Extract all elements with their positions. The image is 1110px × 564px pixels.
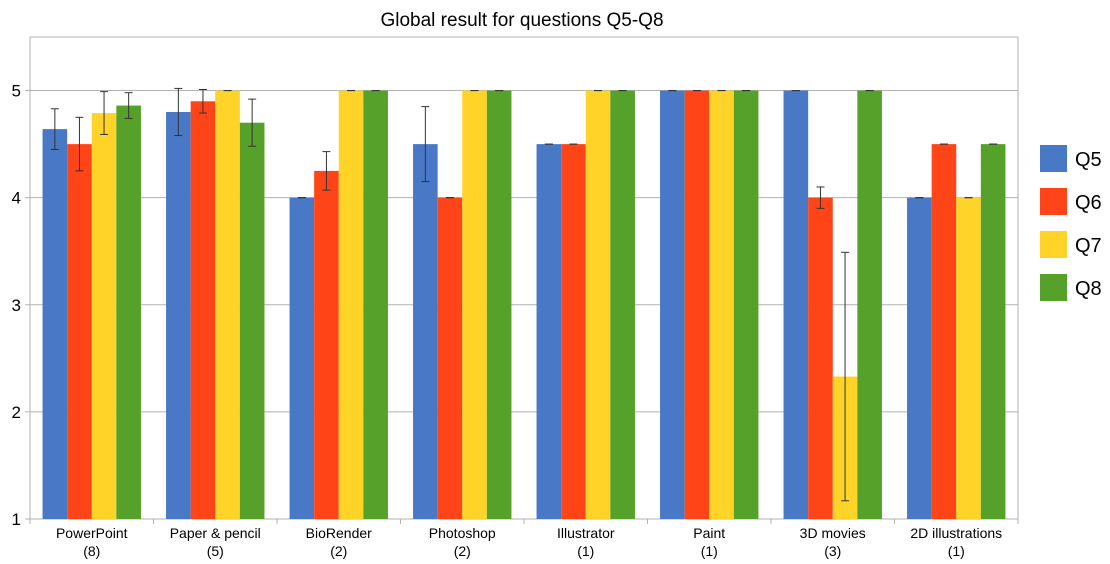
bar-q7-0 — [91, 113, 117, 519]
bar-q8-6 — [857, 90, 882, 520]
legend-item-q6: Q6 — [1040, 188, 1102, 215]
x-category-label: Paper & pencil — [170, 525, 261, 541]
error-bar — [248, 98, 257, 147]
bar-q8-0 — [116, 105, 141, 519]
x-category-count: (1) — [577, 543, 594, 559]
bars — [42, 90, 1006, 520]
bar-q8-1 — [239, 122, 265, 519]
legend-label: Q6 — [1075, 192, 1102, 214]
bar-q5-2 — [289, 197, 315, 519]
bar-q5-0 — [42, 129, 68, 520]
x-category-label: Paint — [693, 525, 725, 541]
x-category-count: (2) — [454, 543, 471, 559]
error-bar — [50, 108, 59, 150]
bar-q8-5 — [733, 90, 759, 520]
error-bars — [50, 87, 998, 502]
x-category-count: (5) — [207, 543, 224, 559]
bar-q7-3 — [462, 90, 487, 520]
bar-q7-5 — [709, 90, 734, 520]
x-category-count: (2) — [330, 543, 347, 559]
error-bar — [421, 106, 430, 183]
y-tick-label: 5 — [12, 82, 21, 101]
bar-q5-1 — [166, 111, 191, 519]
bar-q6-6 — [808, 197, 833, 519]
y-tick-label: 2 — [12, 403, 21, 422]
legend-item-q5: Q5 — [1040, 145, 1102, 172]
bar-q6-3 — [437, 197, 463, 519]
error-bar — [174, 87, 183, 137]
chart-title: Global result for questions Q5-Q8 — [380, 10, 663, 31]
y-tick-label: 3 — [12, 296, 21, 315]
error-bar — [198, 88, 207, 114]
legend-label: Q8 — [1075, 278, 1102, 300]
y-tick-label: 1 — [12, 510, 21, 529]
bar-q6-4 — [561, 144, 586, 519]
bar-q5-3 — [413, 144, 438, 519]
error-bar — [75, 116, 84, 172]
x-category-label: Illustrator — [557, 525, 615, 541]
x-category-count: (8) — [83, 543, 100, 559]
x-category-label: 3D movies — [800, 525, 866, 541]
y-tick-label: 4 — [12, 189, 21, 208]
bar-q8-7 — [980, 144, 1006, 519]
bar-q7-4 — [585, 90, 611, 520]
axes: 1 2 3 4 5 PowerPoint (8) Paper & pencil (5) BioRe… — [12, 82, 1019, 559]
legend-label: Q7 — [1075, 235, 1102, 257]
legend-swatch — [1040, 274, 1067, 301]
bar-q8-2 — [363, 90, 388, 520]
x-category-label: 2D illustrations — [910, 525, 1002, 541]
legend: Q5 Q6 Q7 Q8 — [1040, 145, 1102, 301]
bar-q6-2 — [314, 170, 339, 519]
bar-q7-1 — [215, 90, 240, 520]
error-bar — [322, 151, 331, 191]
bar-q5-4 — [536, 144, 562, 519]
error-bar — [841, 251, 850, 502]
bar-q6-1 — [190, 101, 216, 520]
bar-q5-7 — [907, 197, 932, 519]
legend-swatch — [1040, 188, 1067, 215]
bar-q6-5 — [684, 90, 710, 520]
bar-q8-4 — [610, 90, 635, 520]
x-category-count: (1) — [701, 543, 718, 559]
bar-q5-6 — [783, 90, 809, 520]
legend-item-q8: Q8 — [1040, 274, 1102, 301]
bar-q7-7 — [956, 197, 981, 519]
error-bar — [124, 92, 133, 119]
x-category-label: BioRender — [306, 525, 372, 541]
legend-swatch — [1040, 231, 1067, 258]
x-category-count: (3) — [824, 543, 841, 559]
bar-q6-7 — [931, 144, 957, 519]
bar-q8-3 — [486, 90, 512, 520]
bar-q6-0 — [67, 144, 92, 519]
x-category-count: (1) — [948, 543, 965, 559]
bar-q7-2 — [338, 90, 364, 520]
x-category-label: Photoshop — [429, 525, 496, 541]
x-category-label: PowerPoint — [56, 525, 128, 541]
bar-q5-5 — [660, 90, 685, 520]
error-bar — [816, 186, 825, 209]
error-bar — [100, 91, 109, 135]
legend-label: Q5 — [1075, 149, 1102, 171]
legend-item-q7: Q7 — [1040, 231, 1102, 258]
legend-swatch — [1040, 145, 1067, 172]
